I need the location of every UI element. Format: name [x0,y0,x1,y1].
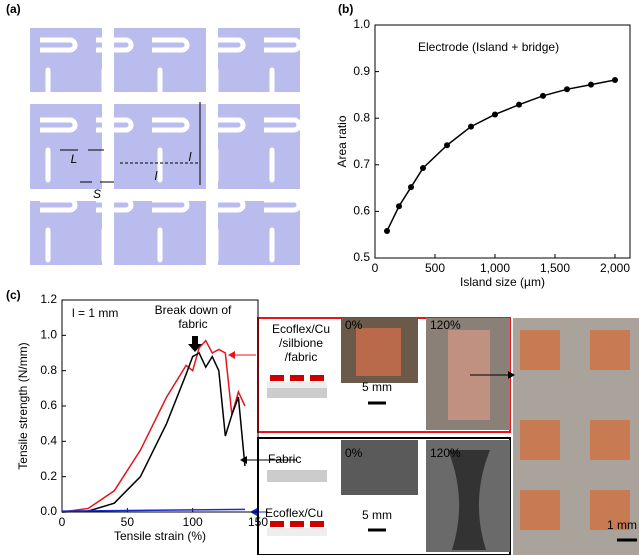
y-tick-label: 0.6 [40,398,57,412]
diagram-label: L [71,152,78,166]
annotation: Electrode (Island + bridge) [418,40,559,54]
diagram-label: l [155,169,158,183]
series-label: Ecoflex/Cu [265,506,323,520]
chart: (a) (b) (c) L S l l 0% 120% 0% 120% 5 mm… [0,0,639,555]
y-tick-label: 0.9 [353,64,370,78]
y-axis-label: Tensile strength (N/mm) [16,342,30,469]
diagram [30,28,300,265]
y-tick-label: 0.2 [40,469,57,483]
y-tick-label: 1.0 [353,17,370,31]
marker [396,203,402,209]
y-axis-label: Area ratio [335,115,349,167]
figure: (a) (b) (c) L S l l 0% 120% 0% 120% 5 mm… [0,0,639,555]
y-tick-label: 0.5 [353,250,370,264]
y-tick-label: 1.2 [40,292,57,306]
panel-label: (a) [6,2,21,16]
marker [492,111,498,117]
line [62,509,245,511]
x-tick-label: 1,000 [480,261,510,275]
x-axis-label: Tensile strain (%) [114,529,206,543]
photo-label: 0% [345,318,363,332]
annotation: l = 1 mm [72,306,118,320]
marker [588,82,594,88]
marker [468,124,474,130]
plot-frame [62,300,258,512]
x-tick-label: 100 [183,515,203,529]
diagram-label: S [93,187,101,201]
y-tick-label: 0.4 [40,434,57,448]
marker [420,165,426,171]
x-axis-label: Island size (µm) [460,275,545,289]
panel-label: (b) [338,2,353,16]
scale-label: 1 mm [607,518,637,532]
x-tick-label: 2,000 [600,261,630,275]
scale-label: 5 mm [362,508,392,522]
y-tick-label: 0.8 [353,110,370,124]
panel-label: (c) [6,288,21,302]
photo-label: 120% [430,446,461,460]
marker [540,93,546,99]
y-tick-label: 0.8 [40,363,57,377]
marker [564,86,570,92]
channel [30,92,300,104]
line [387,80,615,231]
photo-label: 120% [430,318,461,332]
marker [408,184,414,190]
photo [356,328,401,376]
diagram-bg [30,28,300,265]
x-tick-label: 0 [59,515,66,529]
x-tick-label: 1,500 [540,261,570,275]
annotation: Break down of fabric [148,303,238,331]
y-tick-label: 0.7 [353,157,370,171]
diagram-label: l [189,150,192,164]
plot-frame [375,25,630,258]
x-tick-label: 0 [372,261,379,275]
marker [612,77,618,83]
x-tick-label: 500 [425,261,445,275]
marker [516,102,522,108]
photo-label: 0% [345,446,363,460]
scale-label: 5 mm [362,380,392,394]
y-tick-label: 1.0 [40,328,57,342]
series-label: Fabric [268,452,301,466]
y-tick-label: 0.0 [40,504,57,518]
x-tick-label: 50 [121,515,135,529]
y-tick-label: 0.6 [353,204,370,218]
line [62,353,245,512]
marker [384,228,390,234]
series-label: Ecoflex/Cu /silbione /fabric [266,322,336,364]
marker [444,142,450,148]
